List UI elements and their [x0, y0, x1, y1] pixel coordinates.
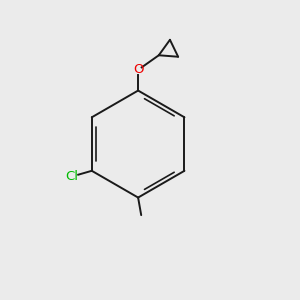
- Text: O: O: [133, 63, 143, 76]
- Text: Cl: Cl: [65, 170, 78, 183]
